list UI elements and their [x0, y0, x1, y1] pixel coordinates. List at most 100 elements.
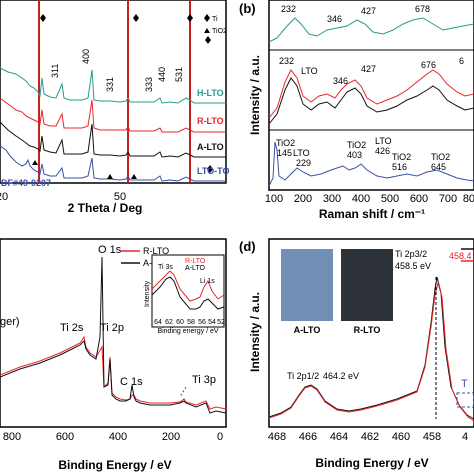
inset-ylabel: Intensity: [144, 280, 151, 307]
ti-marker: [207, 165, 213, 173]
photo-label-r-lto: R-LTO: [354, 325, 381, 335]
raman-trace-mid-black: [268, 77, 474, 125]
x-tick: 600: [410, 193, 428, 205]
raman-label: LTO: [293, 148, 310, 158]
xps-label-c1s: C 1s: [120, 376, 143, 388]
raman-trace-bottom: [268, 141, 474, 187]
x-tick: 466: [299, 431, 317, 443]
raman-peak-label: 346: [333, 76, 348, 86]
inset-legend: A-LTO: [185, 265, 206, 272]
x-tick: 20: [0, 191, 8, 203]
raman-peak-label: 232: [281, 4, 296, 14]
panel-a-xrd: 311 400 331 333 440 531 Ti TiO2 H-LTO R-…: [0, 0, 230, 215]
y-axis-title: Intensity / a.u.: [248, 55, 262, 135]
inset-tick: 62: [165, 319, 173, 326]
inset-label-ti3s: Ti 3s: [158, 264, 173, 271]
ti-marker: [40, 14, 46, 22]
ti2p-trace-a-lto: [268, 276, 474, 420]
xrd-peak-label: 311: [50, 64, 60, 78]
x-tick: 200: [294, 193, 312, 205]
x-tick: 100: [265, 193, 283, 205]
raman-label: TiO2: [392, 152, 411, 162]
trace-label-h-lto: H-LTO: [197, 88, 224, 98]
x-tick: 50: [114, 191, 126, 203]
inset-tick: 56: [198, 319, 206, 326]
legend-r-lto: R-LTO: [143, 246, 169, 256]
raman-label: 229: [296, 158, 311, 168]
xps-survey-a-lto: [0, 256, 227, 414]
inset-legend: R-LTO: [185, 258, 206, 265]
raman-label: 645: [431, 162, 446, 172]
raman-peak-label: 346: [327, 14, 342, 24]
annotation-458-5: 458.5 eV: [395, 261, 431, 271]
xrd-peak-label: 440: [157, 67, 167, 82]
x-tick: 800: [463, 193, 474, 205]
x-axis-title: Raman shift / cm⁻¹: [319, 207, 425, 221]
legend-tio2-label: TiO2: [212, 28, 227, 35]
xrd-trace-lto-to: [0, 145, 226, 182]
inset-tick: 54: [208, 319, 216, 326]
x-tick: 0: [217, 431, 223, 443]
inset-tick: 60: [176, 319, 184, 326]
inset-a-lto: [151, 276, 225, 310]
y-axis-title: Intensity / a.u.: [248, 292, 262, 372]
raman-label: TiO2: [276, 138, 295, 148]
dashed-box: [456, 392, 474, 408]
raman-label: LTO: [375, 136, 392, 146]
trace-label-lto-to: LTO-TO: [197, 166, 230, 176]
x-tick: 468: [268, 431, 286, 443]
inset-r-lto: [151, 270, 225, 302]
x-tick: 500: [381, 193, 399, 205]
annotation-ti2p12: Ti 2p1/2: [287, 371, 319, 381]
raman-peak-label: 678: [415, 4, 430, 14]
x-tick: 300: [323, 193, 341, 205]
x-tick: 200: [162, 431, 180, 443]
raman-trace-mid-red: [268, 69, 474, 119]
x-tick: 464: [330, 431, 348, 443]
x-axis-title: Binding Energy / eV: [315, 456, 428, 470]
reference-card-label: DF#49-0207: [1, 178, 51, 188]
inset-tick: 64: [154, 319, 162, 326]
x-tick: 400: [109, 431, 127, 443]
xrd-peak-label: 531: [174, 67, 184, 82]
raman-peak-label: 676: [421, 60, 436, 70]
inset-tick: 58: [187, 319, 195, 326]
inset-label-li1s: Li 1s: [200, 278, 215, 285]
x-tick: 460: [392, 431, 410, 443]
raman-label: 145: [277, 148, 292, 158]
legend-ti-label: Ti: [212, 16, 218, 23]
x-tick: 700: [439, 193, 457, 205]
raman-peak-label: 427: [361, 6, 376, 16]
xrd-trace-h-lto: [0, 67, 226, 104]
panel-d-label: (d): [239, 239, 256, 254]
x-tick: 400: [352, 193, 370, 205]
raman-label: 516: [392, 162, 407, 172]
ti-marker: [133, 14, 139, 22]
x-tick: 4: [462, 431, 468, 443]
xrd-peak-label: 333: [144, 77, 154, 92]
panel-c-frame: [0, 238, 227, 428]
trace-label-r-lto: R-LTO: [197, 116, 224, 126]
raman-label: 403: [347, 150, 362, 160]
xps-survey-r-lto: [0, 335, 227, 410]
photo-r-lto: [341, 249, 393, 321]
raman-label: TiO2: [347, 140, 366, 150]
panel-b-label: (b): [239, 1, 256, 16]
inset-tick: 52: [217, 319, 225, 326]
raman-label: LTO: [301, 66, 318, 76]
x-tick: 458: [423, 431, 441, 443]
xrd-peak-label: 400: [81, 49, 91, 64]
panel-d-frame: [268, 238, 474, 428]
raman-label: 426: [375, 146, 390, 156]
panel-d-ti2p: (d) A-LTO R-LTO Ti 2p3/2 458.5 eV Ti 2p1…: [239, 238, 474, 470]
photo-a-lto: [281, 249, 333, 321]
xps-label-ti2p: Ti 2p: [100, 322, 124, 334]
ti3p-dashed: [179, 386, 187, 398]
ti2p-trace-r-lto: [268, 281, 474, 422]
panel-b-raman: (b) 232 346 427 678 232 LTO 346 427 676 …: [239, 0, 474, 221]
xps-label-o1s: O 1s: [98, 244, 122, 256]
raman-trace-top: [268, 17, 474, 43]
ti-marker: [205, 36, 211, 44]
annotation-ti2p32: Ti 2p3/2: [395, 249, 427, 259]
tio2-marker: [32, 160, 38, 165]
